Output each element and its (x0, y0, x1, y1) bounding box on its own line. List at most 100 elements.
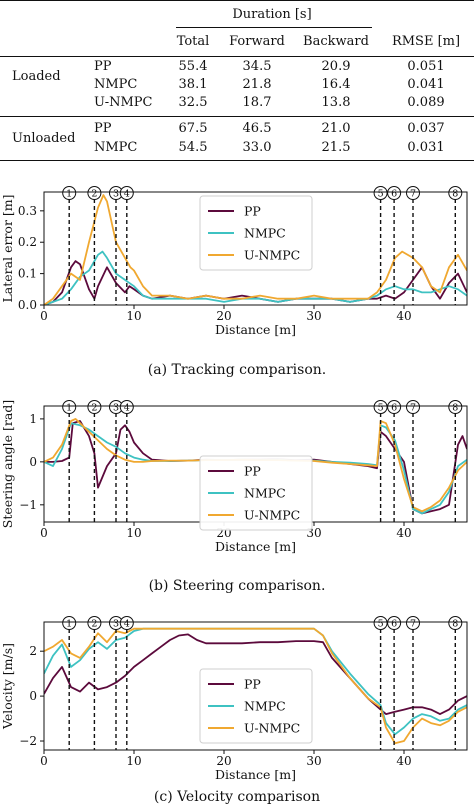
marker-circle (406, 400, 420, 414)
row-method: NMPC (94, 140, 138, 155)
marker-number: 2 (91, 189, 97, 200)
legend-label: NMPC (244, 699, 286, 714)
row-cell: 0.037 (407, 121, 445, 136)
row-method: U-NMPC (94, 95, 153, 110)
y-axis-label: Lateral error [m] (0, 194, 15, 302)
x-tick-label: 10 (126, 309, 141, 323)
marker-circle (62, 616, 77, 630)
marker-circle (87, 186, 102, 200)
y-tick-label: 2 (29, 644, 37, 658)
legend-label: PP (244, 204, 261, 219)
legend-box (199, 668, 313, 744)
marker-number: 2 (91, 403, 97, 414)
marker-number: 7 (410, 619, 416, 630)
caption-velocity: (c) Velocity comparison (153, 789, 321, 805)
marker-number: 5 (378, 403, 384, 414)
row-method: PP (94, 121, 112, 136)
marker-number: 3 (113, 403, 119, 414)
y-tick-label: −1 (19, 498, 37, 512)
row-cell: 46.5 (242, 121, 272, 136)
col-forward-header: Forward (229, 34, 285, 49)
x-tick-label: 0 (40, 309, 48, 323)
marker-number: 4 (124, 403, 130, 414)
x-tick-label: 40 (396, 526, 411, 540)
legend-label: U-NMPC (244, 508, 300, 523)
marker-number: 1 (66, 189, 72, 200)
row-cell: 34.5 (242, 59, 272, 74)
row-cell: 21.8 (242, 77, 272, 92)
y-tick-label: 0.0 (18, 298, 37, 312)
series-line-u-nmpc (44, 194, 467, 305)
caption-steering: (b) Steering comparison. (148, 578, 326, 594)
marker-circle (387, 186, 402, 200)
legend-label: PP (244, 677, 261, 692)
row-cell: 13.8 (321, 95, 351, 110)
row-cell: 0.051 (407, 59, 445, 74)
x-tick-label: 0 (40, 526, 48, 540)
y-tick-label: 0.1 (18, 267, 37, 281)
marker-circle (62, 400, 77, 414)
plot-frame (43, 621, 468, 751)
marker-number: 6 (391, 189, 397, 200)
row-method: PP (94, 59, 112, 74)
marker-number: 1 (66, 619, 72, 630)
legend-label: NMPC (244, 486, 286, 501)
marker-number: 4 (124, 189, 130, 200)
group-label-loaded: Loaded (12, 69, 61, 84)
row-method: NMPC (94, 77, 138, 92)
series-line-pp (44, 633, 467, 715)
x-tick-label: 20 (216, 754, 231, 768)
marker-number: 8 (452, 403, 458, 414)
marker-number: 5 (378, 619, 384, 630)
x-tick-label: 20 (216, 309, 231, 323)
marker-circle (406, 616, 420, 630)
caption-tracking: (a) Tracking comparison. (147, 362, 327, 378)
marker-number: 8 (452, 619, 458, 630)
legend-label: NMPC (244, 226, 286, 241)
marker-number: 3 (113, 189, 119, 200)
row-cell: 54.5 (178, 140, 208, 155)
lateral-error-chart: 0 10 20 30 40 0.0 0.1 0.2 0.3 Distance [m] Lateral… (0, 186, 468, 337)
x-tick-label: 10 (126, 754, 141, 768)
y-axis-label: Steering angle [rad] (0, 400, 15, 528)
y-tick-label: 0 (29, 455, 37, 469)
row-cell: 0.041 (407, 77, 445, 92)
row-cell: 32.5 (178, 95, 208, 110)
row-cell: 20.9 (321, 59, 351, 74)
col-backward-header: Backward (303, 34, 369, 49)
y-tick-label: 0.2 (18, 235, 37, 249)
legend-label: U-NMPC (244, 721, 300, 736)
duration-header: Duration [s] (232, 7, 312, 22)
marker-number: 8 (452, 189, 458, 200)
row-cell: 21.5 (321, 140, 351, 155)
marker-number: 2 (91, 619, 97, 630)
row-cell: 67.5 (178, 121, 208, 136)
legend-label: U-NMPC (244, 248, 300, 263)
x-axis-label: Distance [m] (215, 767, 296, 782)
marker-circle (387, 400, 402, 414)
y-tick-label: −2 (19, 734, 37, 748)
group-label-unloaded: Unloaded (12, 131, 76, 146)
marker-number: 6 (391, 403, 397, 414)
marker-circle (87, 616, 102, 630)
y-tick-label: 1 (29, 412, 37, 426)
marker-circle (119, 400, 134, 414)
marker-circle (406, 186, 420, 200)
marker-circle (448, 400, 463, 414)
plot-frame (43, 191, 468, 306)
marker-circle (448, 186, 463, 200)
row-cell: 38.1 (178, 77, 208, 92)
x-tick-label: 30 (306, 754, 321, 768)
row-cell: 0.031 (407, 140, 445, 155)
marker-circle (87, 400, 102, 414)
legend-box (199, 455, 313, 531)
x-axis-label: Distance [m] (215, 539, 296, 554)
marker-number: 6 (391, 619, 397, 630)
marker-number: 1 (66, 403, 72, 414)
col-rmse-header: RMSE [m] (391, 34, 461, 49)
y-tick-label: 0 (29, 689, 37, 703)
row-cell: 21.0 (321, 121, 351, 136)
marker-number: 3 (113, 619, 119, 630)
